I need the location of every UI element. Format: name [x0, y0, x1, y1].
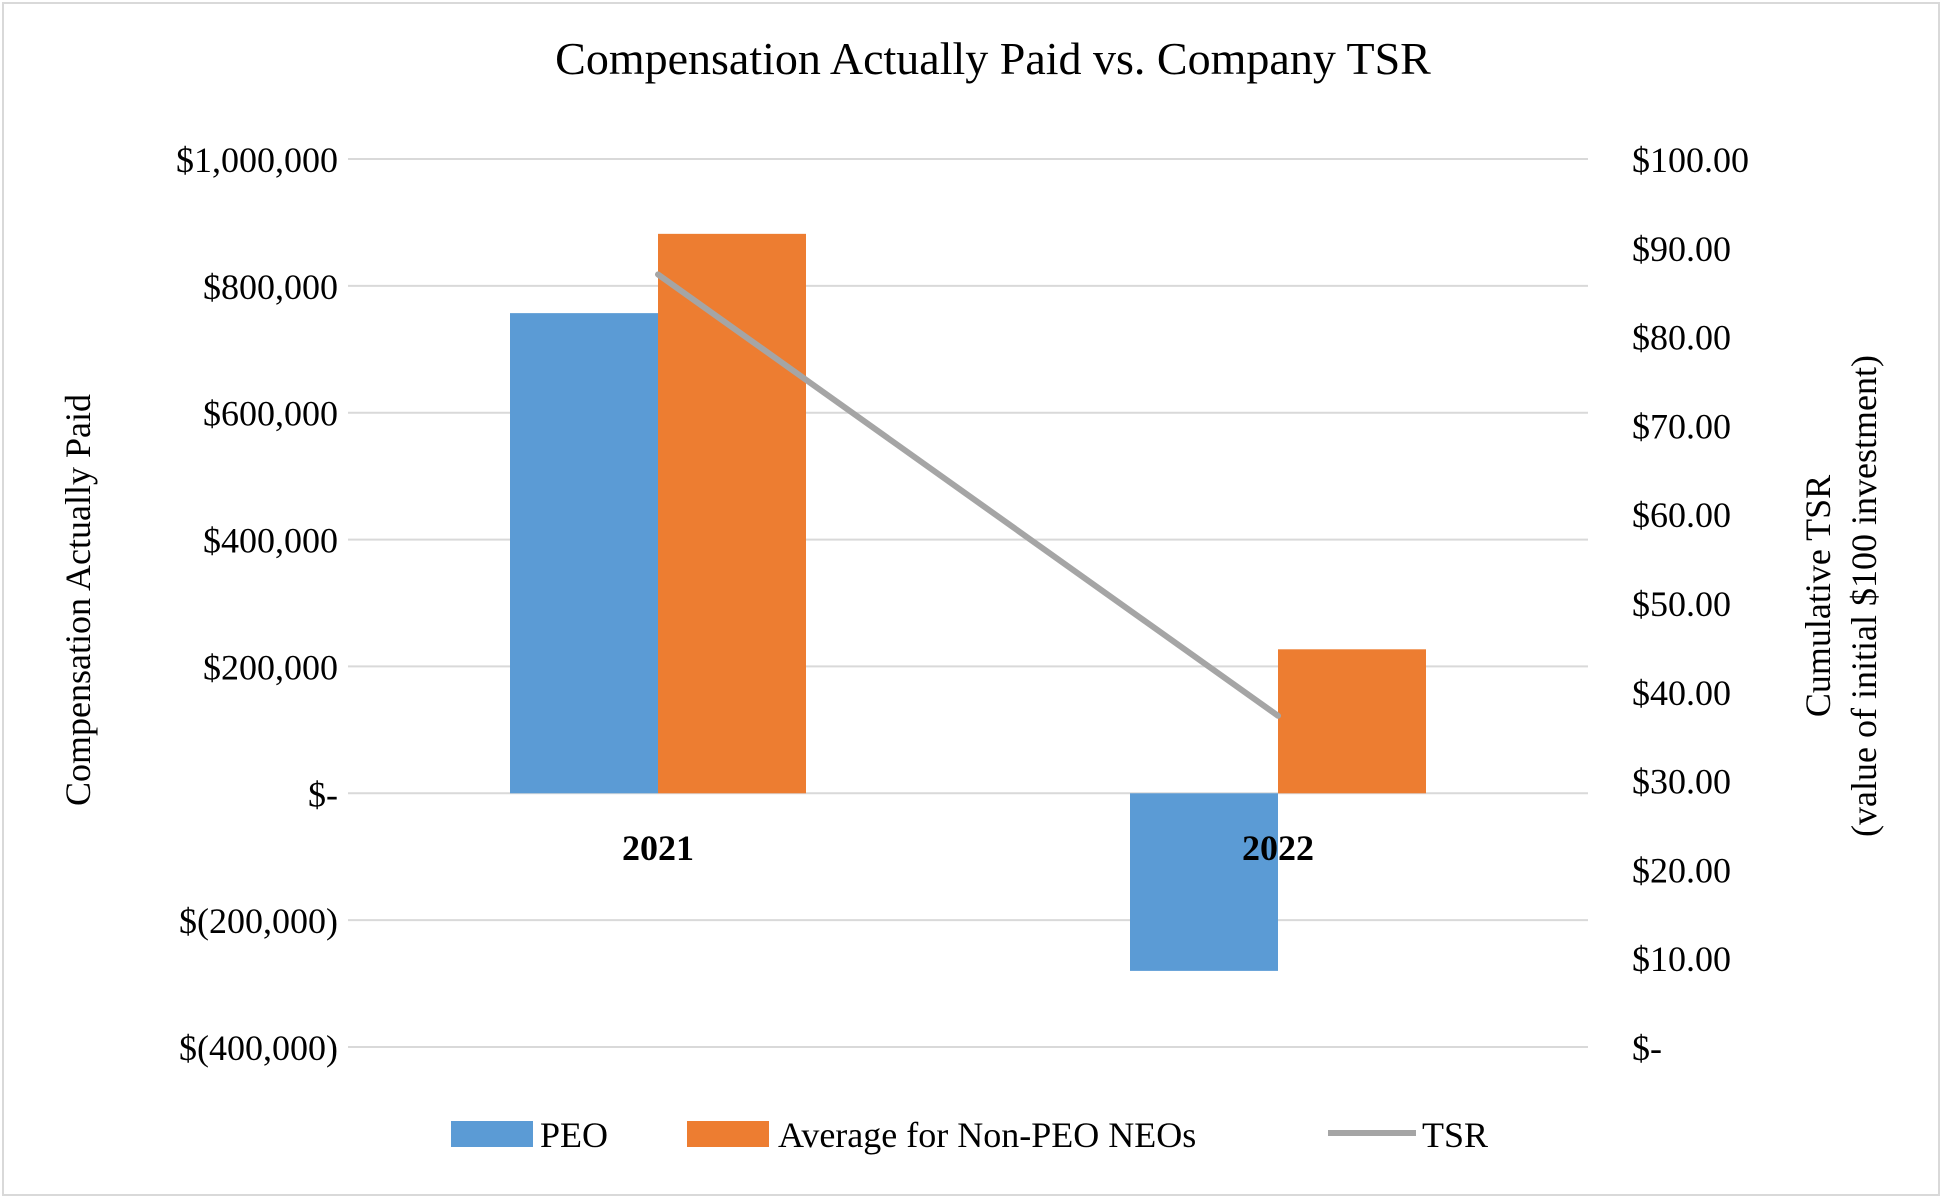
legend-swatch-non-peo	[687, 1121, 769, 1147]
category-label: 2021	[622, 828, 694, 868]
bar-average-for-non-peo-neos-2021	[658, 233, 806, 794]
bar-peo-2022	[1130, 793, 1278, 971]
y2-axis-label-line2: (value of initial $100 investment)	[1844, 355, 1884, 837]
right-tick-label: $50.00	[1632, 584, 1731, 624]
tsr-line-layer	[655, 271, 1281, 719]
bar-peo-2021	[510, 313, 658, 794]
left-axis-ticks: $1,000,000 $800,000 $600,000 $400,000 $200,0…	[176, 140, 338, 1068]
tsr-line	[655, 271, 1281, 719]
legend-label-non-peo: Average for Non-PEO NEOs	[778, 1115, 1196, 1155]
right-tick-label: $60.00	[1632, 495, 1731, 535]
right-tick-label: $10.00	[1632, 939, 1731, 979]
right-tick-label: $20.00	[1632, 850, 1731, 890]
left-tick-label: $-	[308, 774, 338, 814]
y2-axis-label-line1: Cumulative TSR	[1798, 475, 1838, 717]
left-tick-label: $(400,000)	[179, 1028, 338, 1068]
category-label: 2022	[1242, 828, 1314, 868]
right-tick-label: $-	[1632, 1028, 1662, 1068]
legend-label-tsr: TSR	[1422, 1115, 1488, 1155]
left-tick-label: $800,000	[203, 267, 338, 307]
legend-label-peo: PEO	[540, 1115, 608, 1155]
left-tick-label: $600,000	[203, 394, 338, 434]
left-tick-label: $1,000,000	[176, 140, 338, 180]
right-axis-ticks: $100.00 $90.00 $80.00 $70.00 $60.00 $50.00 $40…	[1632, 140, 1749, 1068]
right-tick-label: $100.00	[1632, 140, 1749, 180]
chart-title: Compensation Actually Paid vs. Company T…	[555, 33, 1431, 84]
left-tick-label: $(200,000)	[179, 901, 338, 941]
right-tick-label: $80.00	[1632, 318, 1731, 358]
right-tick-label: $90.00	[1632, 229, 1731, 269]
legend: PEO Average for Non-PEO NEOs TSR	[451, 1115, 1488, 1155]
right-tick-label: $40.00	[1632, 673, 1731, 713]
right-tick-label: $70.00	[1632, 406, 1731, 446]
left-tick-label: $200,000	[203, 647, 338, 687]
right-tick-label: $30.00	[1632, 762, 1731, 802]
legend-swatch-peo	[451, 1121, 533, 1147]
left-tick-label: $400,000	[203, 521, 338, 561]
y-axis-label: Compensation Actually Paid	[58, 394, 98, 806]
bar-average-for-non-peo-neos-2022	[1278, 649, 1426, 794]
category-labels: 2021 2022	[622, 828, 1314, 868]
